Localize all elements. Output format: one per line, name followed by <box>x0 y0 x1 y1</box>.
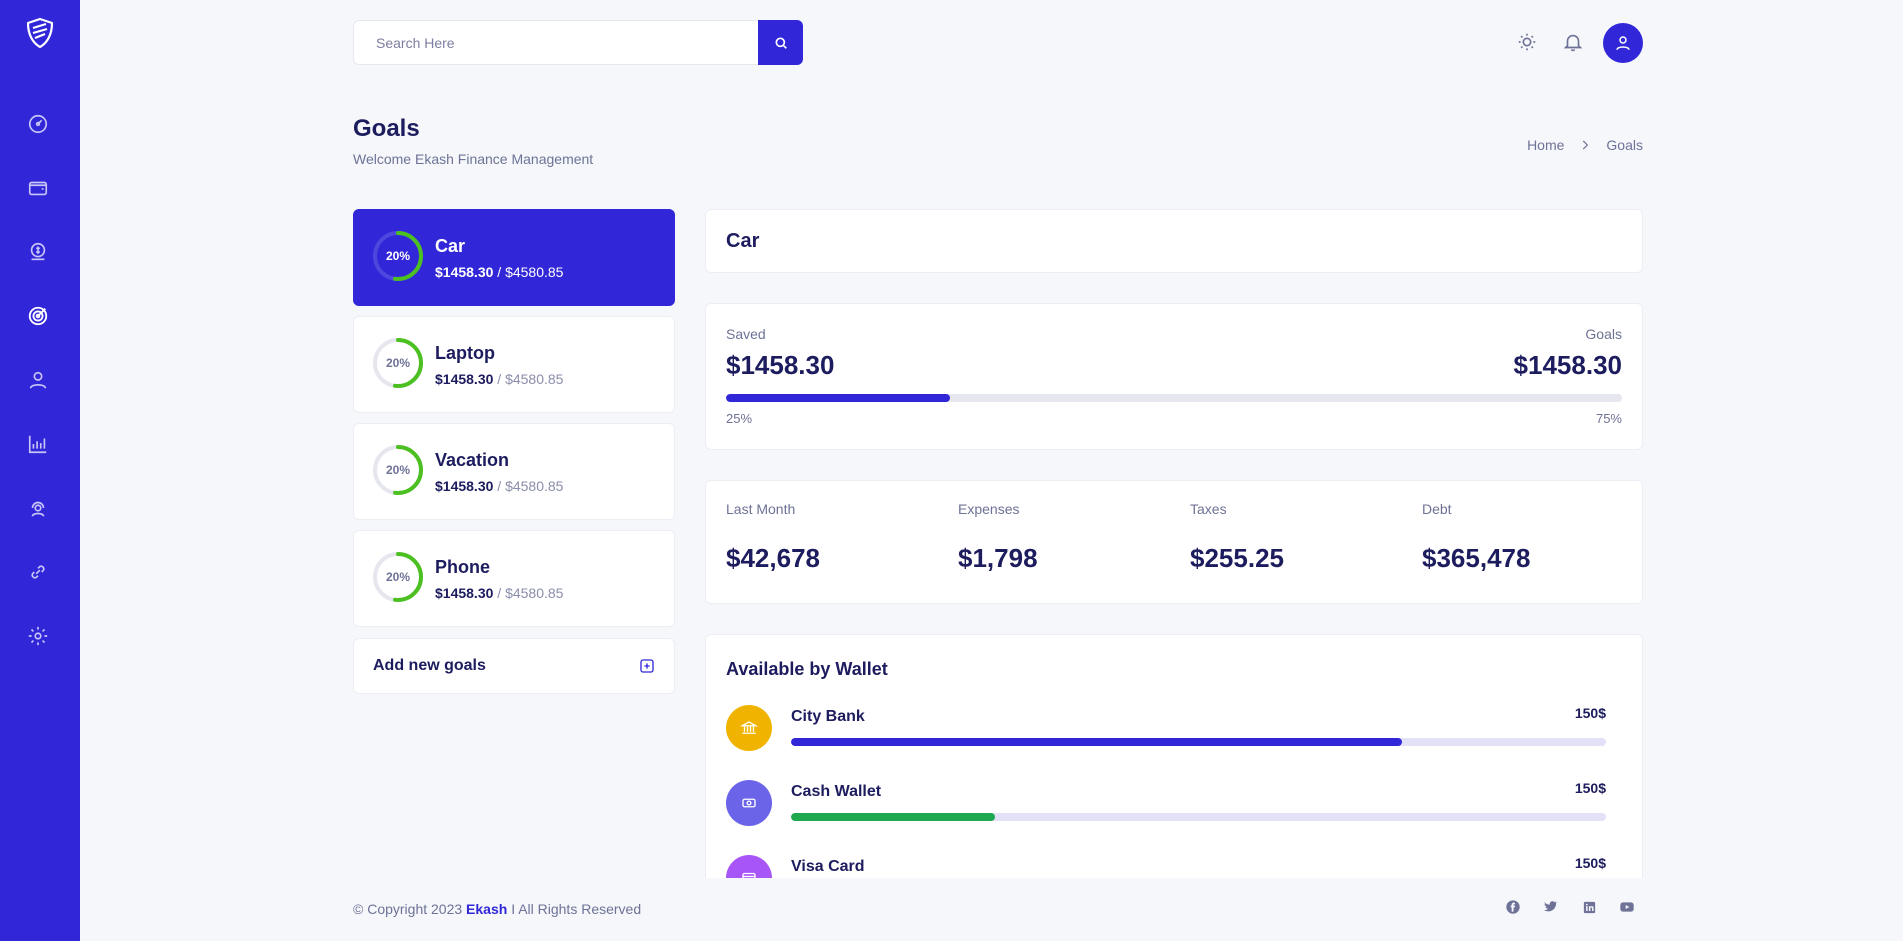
page-title: Goals <box>353 115 420 142</box>
stat-label: Expenses <box>958 501 1020 517</box>
wallet-icon[interactable] <box>26 176 50 200</box>
plus-square-icon <box>640 659 654 673</box>
progress-right-percent: 75% <box>1595 411 1622 426</box>
stat-label: Last Month <box>726 501 796 517</box>
goal-card-laptop[interactable]: 20% Laptop $1458.30 / $4580.85 <box>353 316 675 413</box>
wallet-value: 150$ <box>1574 855 1606 871</box>
goal-name: Vacation <box>435 450 510 470</box>
breadcrumb-current: Goals <box>1606 137 1643 153</box>
wallet-row-city-bank[interactable]: City Bank 150$ <box>726 705 1606 751</box>
goals-value: $1458.30 <box>1513 350 1622 380</box>
wallet-row-cash-wallet[interactable]: Cash Wallet 150$ <box>726 780 1606 826</box>
linkedin-icon[interactable] <box>1580 898 1598 916</box>
add-goal-label: Add new goals <box>373 657 486 674</box>
goal-percent: 20% <box>385 356 411 370</box>
card-icon <box>726 855 772 878</box>
profile-icon[interactable] <box>26 368 50 392</box>
progress-left-percent: 25% <box>726 411 753 426</box>
footer-copyright: © Copyright 2023 Ekash I All Rights Rese… <box>353 901 642 917</box>
wallet-name: Visa Card <box>791 858 865 875</box>
user-avatar-button[interactable] <box>1603 23 1643 63</box>
wallet-value: 150$ <box>1574 780 1606 796</box>
savings-progress-bar <box>726 394 1622 402</box>
analytics-icon[interactable] <box>26 432 50 456</box>
goal-card-vacation[interactable]: 20% Vacation $1458.30 / $4580.85 <box>353 423 675 520</box>
goal-progress-ring: 20% <box>372 337 424 389</box>
goal-name: Laptop <box>435 343 495 363</box>
stat-debt: Debt $365,478 <box>1422 501 1530 574</box>
goal-card-phone[interactable]: 20% Phone $1458.30 / $4580.85 <box>353 530 675 627</box>
goal-amount: $1458.30 / $4580.85 <box>435 585 564 601</box>
support-icon[interactable] <box>26 496 50 520</box>
twitter-icon[interactable] <box>1542 898 1560 916</box>
stat-value: $365,478 <box>1422 543 1531 573</box>
goal-detail-title: Car <box>726 230 760 252</box>
goals-target-icon[interactable] <box>26 304 50 328</box>
search-button[interactable] <box>758 20 803 65</box>
goal-name: Phone <box>435 557 491 577</box>
stats-panel: Last Month $42,678 Expenses $1,798 Taxes… <box>705 480 1643 604</box>
youtube-icon[interactable] <box>1618 898 1636 916</box>
stat-label: Taxes <box>1190 501 1227 517</box>
goal-detail-header: Car <box>705 209 1643 273</box>
wallet-progress-fill <box>791 738 1403 746</box>
goals-label: Goals <box>1585 326 1622 342</box>
stat-value: $42,678 <box>726 543 820 573</box>
wallet-progress-bar <box>791 738 1606 746</box>
goal-percent: 20% <box>385 249 411 263</box>
money-bag-icon[interactable] <box>26 240 50 264</box>
chevron-right-icon <box>1583 140 1589 150</box>
stat-last-month: Last Month $42,678 <box>726 501 820 574</box>
goal-amount: $1458.30 / $4580.85 <box>435 264 564 280</box>
footer-brand-link[interactable]: Ekash <box>466 901 508 917</box>
add-new-goal-button[interactable]: Add new goals <box>353 638 675 694</box>
user-icon <box>1616 36 1630 51</box>
logo-icon[interactable] <box>24 17 56 49</box>
wallet-name: Cash Wallet <box>791 783 882 800</box>
wallet-panel-title: Available by Wallet <box>726 659 888 679</box>
goal-progress-ring: 20% <box>372 551 424 603</box>
page-subtitle: Welcome Ekash Finance Management <box>353 151 594 167</box>
cash-icon <box>726 780 772 826</box>
breadcrumb-home-link[interactable]: Home <box>1527 137 1565 153</box>
stat-value: $255.25 <box>1190 543 1284 573</box>
search-bar <box>353 20 803 65</box>
goal-amount: $1458.30 / $4580.85 <box>435 478 564 494</box>
dashboard-gauge-icon[interactable] <box>26 112 50 136</box>
wallet-progress-fill <box>791 813 995 821</box>
wallet-name: City Bank <box>791 708 865 725</box>
saved-label: Saved <box>726 326 766 342</box>
facebook-icon[interactable] <box>1504 898 1522 916</box>
link-icon[interactable] <box>26 560 50 584</box>
goal-card-car[interactable]: 20% Car $1458.30 / $4580.85 <box>353 209 675 306</box>
goal-progress-ring: 20% <box>372 444 424 496</box>
settings-gear-icon[interactable] <box>26 624 50 648</box>
breadcrumb: Home Goals <box>1527 137 1643 153</box>
sidebar <box>0 0 80 941</box>
wallet-panel: Available by Wallet City Bank 150$ Cash … <box>705 634 1643 878</box>
goal-amount: $1458.30 / $4580.85 <box>435 371 564 387</box>
wallet-progress-bar <box>791 813 1606 821</box>
savings-progress-fill <box>726 394 950 402</box>
theme-toggle-icon[interactable] <box>1515 30 1539 54</box>
stat-expenses: Expenses $1,798 <box>958 501 1038 574</box>
search-icon <box>775 37 787 49</box>
saved-value: $1458.30 <box>726 350 835 380</box>
wallet-value: 150$ <box>1574 705 1606 721</box>
wallet-row-visa-card[interactable]: Visa Card 150$ <box>726 855 1606 878</box>
search-input[interactable] <box>353 20 758 65</box>
stat-value: $1,798 <box>958 543 1038 573</box>
goal-percent: 20% <box>385 570 411 584</box>
bank-icon <box>726 705 772 751</box>
goal-name: Car <box>435 236 466 256</box>
stat-taxes: Taxes $255.25 <box>1190 501 1284 574</box>
stat-label: Debt <box>1422 501 1452 517</box>
savings-progress-panel: Saved $1458.30 Goals $1458.30 25% 75% <box>705 303 1643 450</box>
goal-percent: 20% <box>385 463 411 477</box>
notification-bell-icon[interactable] <box>1561 30 1585 54</box>
goal-progress-ring: 20% <box>372 230 424 282</box>
